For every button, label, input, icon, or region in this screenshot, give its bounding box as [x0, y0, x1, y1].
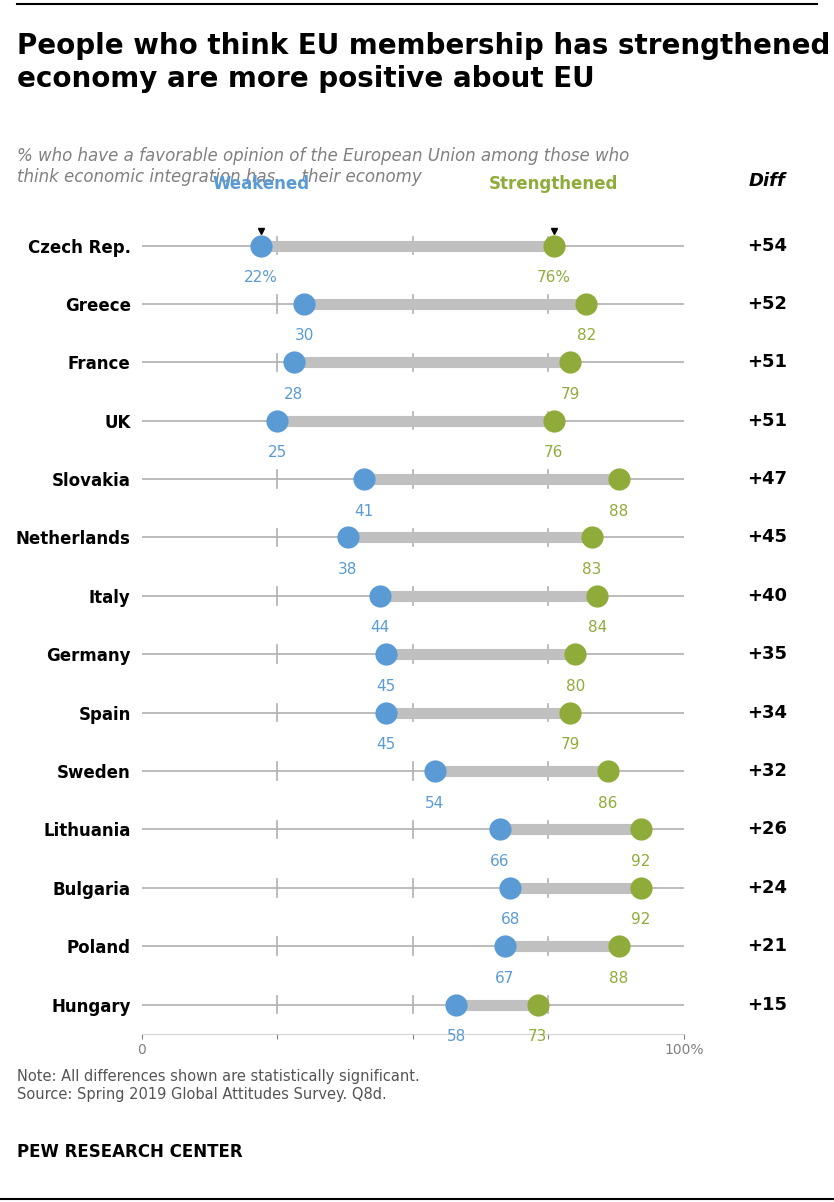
Text: +51: +51	[747, 412, 787, 429]
Text: 44: 44	[370, 620, 390, 636]
Text: 73: 73	[528, 1029, 547, 1045]
Text: 80: 80	[565, 679, 585, 694]
Text: 22%: 22%	[244, 270, 278, 285]
Text: 76%: 76%	[537, 270, 570, 285]
Text: +51: +51	[747, 353, 787, 371]
Text: 25: 25	[268, 445, 287, 460]
Text: +40: +40	[747, 587, 787, 605]
Text: 82: 82	[576, 328, 596, 344]
Text: +24: +24	[747, 879, 787, 897]
Text: 83: 83	[582, 563, 601, 577]
Text: % who have a favorable opinion of the European Union among those who
think econo: % who have a favorable opinion of the Eu…	[17, 147, 629, 186]
Text: +15: +15	[747, 995, 787, 1013]
Text: 79: 79	[560, 737, 580, 752]
Text: 92: 92	[631, 912, 651, 927]
Text: 76: 76	[544, 445, 564, 460]
Text: Strengthened: Strengthened	[489, 175, 619, 194]
Text: 38: 38	[338, 563, 358, 577]
Text: 66: 66	[490, 853, 510, 869]
Text: 58: 58	[446, 1029, 466, 1045]
Text: 86: 86	[598, 796, 618, 810]
Text: +21: +21	[747, 938, 787, 956]
Text: Note: All differences shown are statistically significant.
Source: Spring 2019 G: Note: All differences shown are statisti…	[17, 1070, 420, 1101]
Text: 45: 45	[376, 737, 395, 752]
Text: 30: 30	[294, 328, 314, 344]
Text: Diff: Diff	[749, 172, 786, 190]
Text: 41: 41	[354, 504, 374, 518]
Text: 67: 67	[495, 971, 515, 986]
Text: PEW RESEARCH CENTER: PEW RESEARCH CENTER	[17, 1143, 243, 1161]
Text: 88: 88	[609, 504, 629, 518]
Text: 92: 92	[631, 853, 651, 869]
Text: 54: 54	[425, 796, 445, 810]
Text: +47: +47	[747, 470, 787, 488]
Text: 79: 79	[560, 387, 580, 401]
Text: 84: 84	[587, 620, 607, 636]
Text: +52: +52	[747, 294, 787, 313]
Text: 28: 28	[284, 387, 304, 401]
Text: +35: +35	[747, 645, 787, 664]
Text: +45: +45	[747, 529, 787, 547]
Text: 88: 88	[609, 971, 629, 986]
Text: 45: 45	[376, 679, 395, 694]
Text: +54: +54	[747, 237, 787, 255]
Text: +26: +26	[747, 821, 787, 838]
Text: +34: +34	[747, 703, 787, 721]
Text: People who think EU membership has strengthened
economy are more positive about : People who think EU membership has stren…	[17, 32, 830, 93]
Text: Weakened: Weakened	[213, 175, 309, 194]
Text: 68: 68	[500, 912, 520, 927]
Text: +32: +32	[747, 762, 787, 780]
